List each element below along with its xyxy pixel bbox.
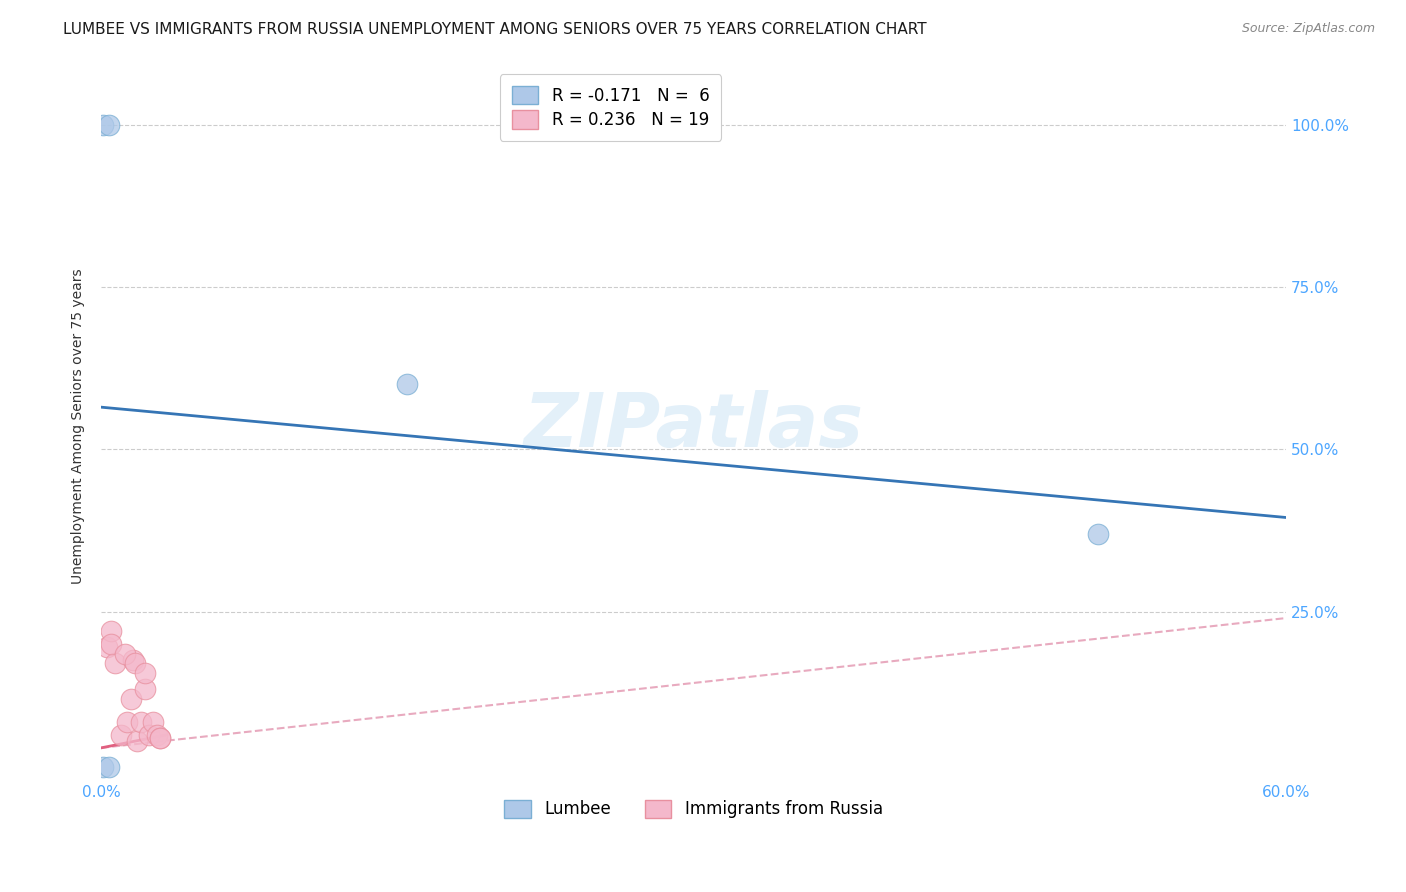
Text: LUMBEE VS IMMIGRANTS FROM RUSSIA UNEMPLOYMENT AMONG SENIORS OVER 75 YEARS CORREL: LUMBEE VS IMMIGRANTS FROM RUSSIA UNEMPLO…	[63, 22, 927, 37]
Point	[129, 714, 152, 729]
Point	[100, 637, 122, 651]
Point	[125, 734, 148, 748]
Point	[98, 760, 121, 774]
Point	[121, 653, 143, 667]
Point	[110, 728, 132, 742]
Point	[115, 714, 138, 729]
Point	[96, 640, 118, 655]
Point	[124, 657, 146, 671]
Text: Source: ZipAtlas.com: Source: ZipAtlas.com	[1241, 22, 1375, 36]
Point	[149, 731, 172, 745]
Point	[100, 624, 122, 638]
Point	[114, 647, 136, 661]
Point	[104, 657, 127, 671]
Legend: Lumbee, Immigrants from Russia: Lumbee, Immigrants from Russia	[498, 793, 890, 825]
Point	[134, 682, 156, 697]
Point	[138, 728, 160, 742]
Point	[1087, 526, 1109, 541]
Point	[145, 728, 167, 742]
Point	[98, 118, 121, 132]
Text: ZIPatlas: ZIPatlas	[523, 390, 863, 463]
Point	[149, 731, 172, 745]
Y-axis label: Unemployment Among Seniors over 75 years: Unemployment Among Seniors over 75 years	[72, 268, 86, 584]
Point	[396, 377, 419, 392]
Point	[91, 760, 114, 774]
Point	[134, 666, 156, 681]
Point	[91, 118, 114, 132]
Point	[120, 692, 142, 706]
Point	[142, 714, 165, 729]
